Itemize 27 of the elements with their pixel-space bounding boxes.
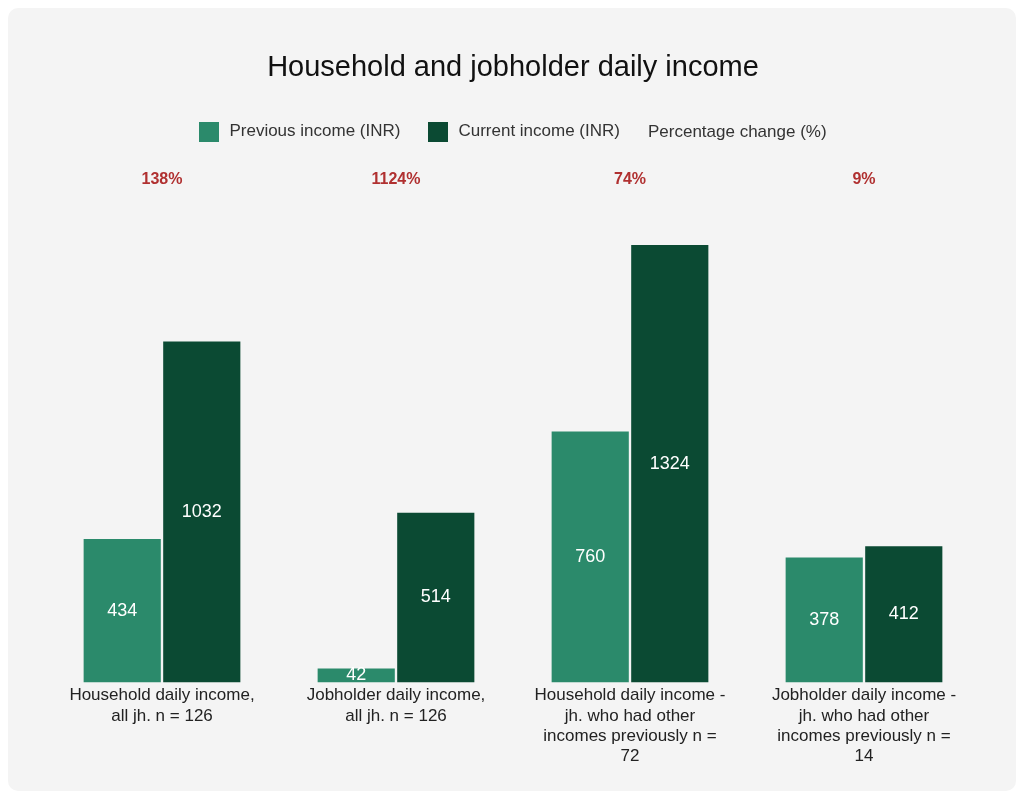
text: 1124% — [371, 170, 421, 188]
chart-title: Household and jobholder daily income — [266, 50, 760, 83]
data-label: 1324 — [649, 452, 690, 473]
legend-label: Previous income (INR) — [228, 121, 401, 142]
x-tick-label: Jobholder daily income, all jh. n = 126 — [306, 685, 486, 725]
data-label: 42 — [346, 664, 367, 685]
data-label: 1032 — [181, 500, 222, 521]
text: 74% — [613, 170, 647, 188]
data-label: 434 — [107, 599, 138, 620]
data-label: 514 — [420, 586, 451, 607]
bar — [785, 557, 863, 683]
text: 9% — [852, 170, 876, 188]
legend-label: Current income (INR) — [457, 121, 620, 142]
bar — [631, 245, 709, 683]
data-label: 760 — [575, 545, 606, 566]
text: 138% — [141, 170, 183, 188]
x-tick-label: Household daily income, all jh. n = 126 — [69, 685, 255, 725]
x-tick-label: Jobholder daily income - jh. who had other incomes previously n = 14 — [771, 685, 957, 766]
bar — [397, 512, 475, 683]
data-label: 378 — [809, 608, 840, 629]
x-tick-label: Household daily income - jh. who had other incomes previously n = 72 — [534, 685, 726, 766]
bar — [163, 341, 241, 683]
bar — [551, 431, 629, 683]
bar — [83, 539, 161, 683]
bar — [865, 546, 943, 683]
data-label: 412 — [888, 603, 919, 624]
text: Percentage change (%) — [647, 121, 827, 142]
